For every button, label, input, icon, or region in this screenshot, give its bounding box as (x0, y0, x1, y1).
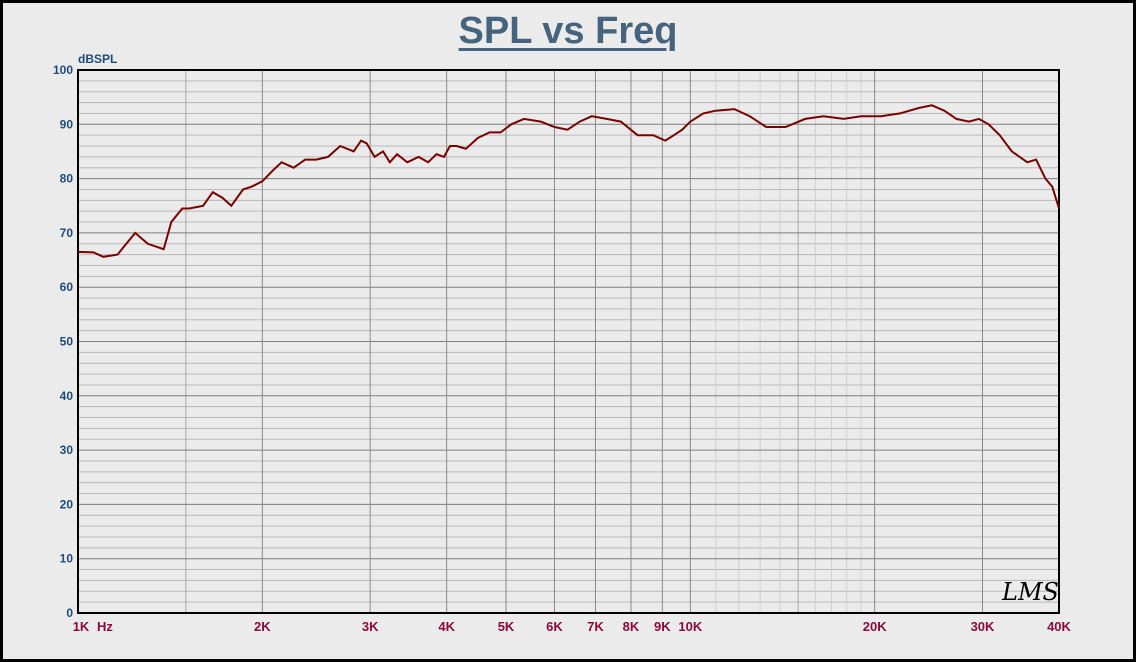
chart-title: SPL vs Freq (458, 10, 678, 52)
x-tick-label: 40K (1047, 619, 1071, 634)
y-tick-label: 40 (60, 389, 74, 403)
x-tick-label: 1K (73, 619, 90, 634)
y-tick-label: 60 (60, 280, 74, 294)
x-tick-label: 9K (654, 619, 671, 634)
x-tick-label: 8K (623, 619, 640, 634)
y-tick-label: 70 (60, 226, 74, 240)
x-tick-label: 7K (587, 619, 604, 634)
grid-minor (78, 70, 1059, 613)
y-axis-label: dBSPL (78, 52, 117, 66)
y-tick-label: 10 (60, 552, 74, 566)
spl-curve (77, 104, 1060, 258)
x-tick-label: 30K (971, 619, 995, 634)
x-axis-unit: Hz (97, 619, 113, 634)
x-tick-label: 10K (678, 619, 702, 634)
y-tick-label: 100 (53, 63, 73, 77)
y-tick-label: 90 (60, 117, 74, 131)
x-tick-label: 3K (362, 619, 379, 634)
y-tick-label: 0 (66, 606, 73, 620)
y-axis-ticks: 0 10 20 30 40 50 60 70 80 90 100 (53, 63, 73, 620)
x-tick-label: 5K (498, 619, 515, 634)
y-tick-label: 30 (60, 443, 74, 457)
y-tick-label: 80 (60, 172, 74, 186)
plot-border (77, 69, 1060, 614)
x-axis-ticks: 1K 2K 3K 4K 5K 6K 7K 8K 9K 10K 20K 30K 40K (73, 619, 1072, 634)
lms-watermark: LMS (1001, 578, 1059, 606)
x-tick-label: 2K (254, 619, 271, 634)
grid-major (78, 70, 1059, 613)
x-tick-label: 4K (438, 619, 455, 634)
y-tick-label: 50 (60, 335, 74, 349)
x-tick-label: 20K (863, 619, 887, 634)
y-tick-label: 20 (60, 497, 74, 511)
x-tick-label: 6K (546, 619, 563, 634)
